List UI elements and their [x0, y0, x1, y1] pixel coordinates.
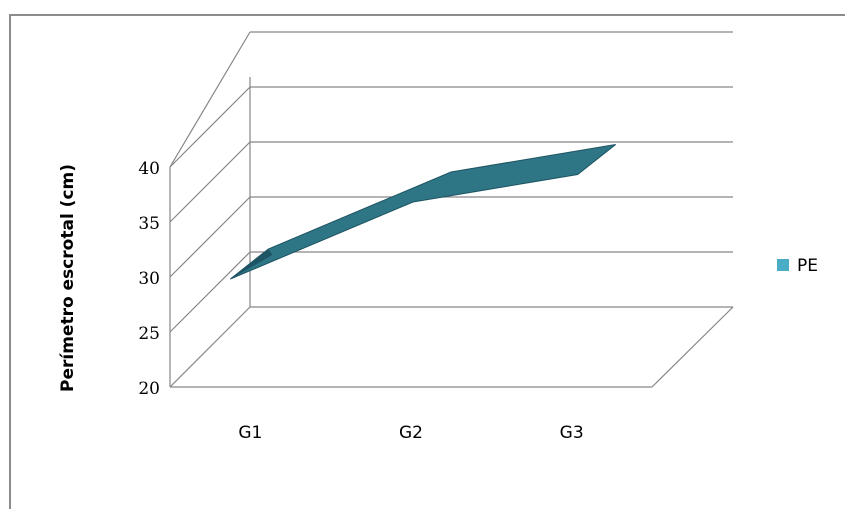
x-axis-categories: G1 G2 G3	[238, 423, 583, 443]
legend: PE	[777, 256, 818, 276]
chart-grid	[169, 31, 734, 388]
y-tick-label: 35	[138, 214, 160, 234]
y-tick-label: 30	[138, 269, 160, 289]
wall-gridline	[169, 141, 251, 223]
y-tick-label: 20	[138, 379, 160, 399]
y-axis-ticks: 20 25 30 35 40	[138, 159, 160, 399]
y-tick-label: 25	[138, 324, 160, 344]
area-surface-pe	[230, 144, 616, 280]
floor-right-edge	[651, 306, 734, 388]
x-category-label: G2	[399, 423, 423, 443]
legend-swatch-pe	[777, 259, 789, 271]
series-pe	[230, 144, 616, 280]
y-tick-label: 40	[138, 159, 160, 179]
wall-gridline	[169, 306, 251, 388]
wall-gridline	[169, 86, 251, 168]
y-axis-label: Perímetro escrotal (cm)	[58, 164, 78, 392]
area-left-cap-pe	[230, 249, 273, 279]
legend-label-pe: PE	[797, 256, 818, 276]
chart-frame	[9, 14, 845, 509]
wall-gridline	[169, 196, 251, 278]
wall-gridline	[169, 31, 251, 168]
wall-gridline	[169, 251, 251, 333]
x-category-label: G1	[238, 423, 262, 443]
x-category-label: G3	[560, 423, 584, 443]
